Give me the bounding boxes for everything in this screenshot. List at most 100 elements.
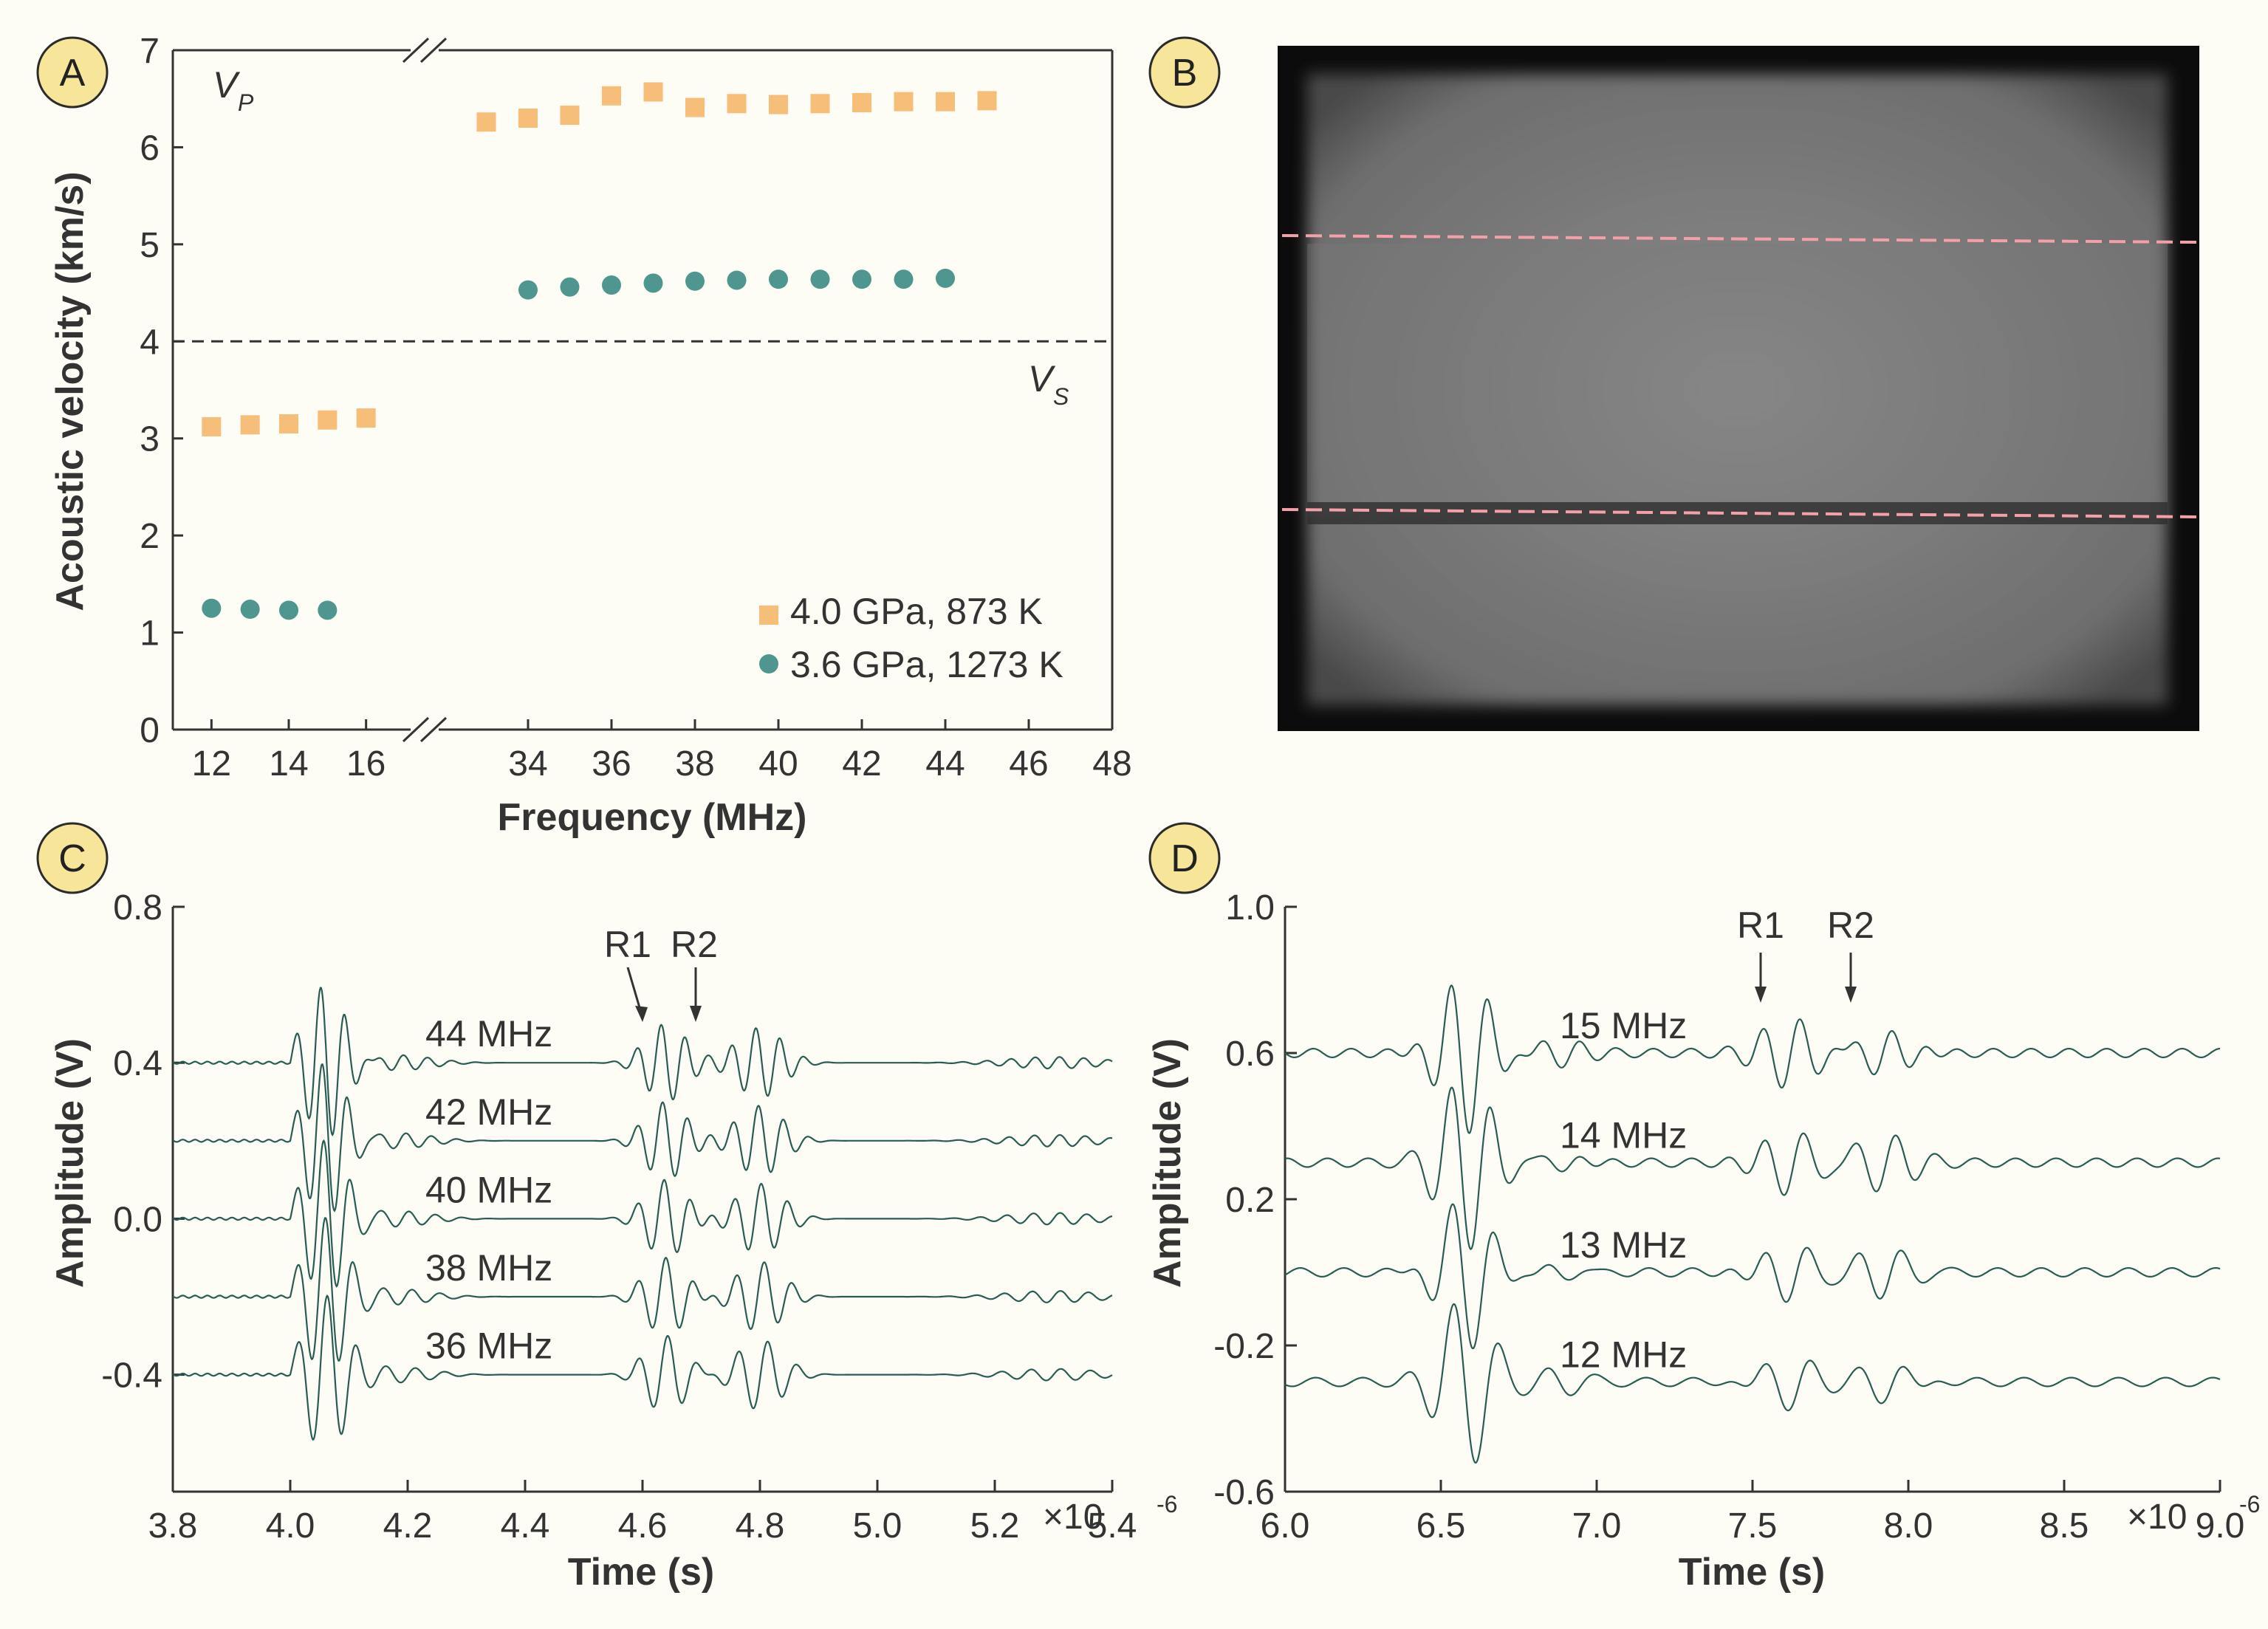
data-point-orange-square (685, 97, 705, 117)
panel-label-a: A (60, 52, 86, 95)
panel-a-xtick-label: 40 (758, 744, 798, 783)
waveform-label: 44 MHz (425, 1013, 552, 1054)
axis-break-mark-top-1 (402, 37, 430, 64)
axis-break-mark-bottom-1 (402, 716, 430, 743)
waveform-trace (1284, 984, 2220, 1134)
data-point-orange-square (852, 92, 871, 112)
data-point-orange-square (560, 106, 580, 126)
xtick-label: 3.8 (148, 1506, 198, 1546)
xtick-label: 8.5 (2040, 1506, 2089, 1546)
data-point-teal-circle (240, 600, 260, 620)
panel-d-ylabel: Amplitude (V) (1146, 1038, 1189, 1288)
data-point-teal-circle (810, 270, 830, 289)
upper-interface-dashed-line (1281, 234, 2199, 244)
data-point-teal-circle (852, 270, 871, 289)
panel-c-traces (172, 987, 1113, 1441)
data-point-orange-square (810, 94, 830, 114)
waveform-label: 38 MHz (425, 1247, 552, 1289)
legend-marker-teal-circle (759, 654, 778, 673)
panel-a-ytick-label: 7 (140, 32, 160, 71)
panel-d-x-multiplier: ×10 -6 (2127, 1491, 2260, 1537)
waveform-label: 13 MHz (1560, 1224, 1687, 1266)
waveform-trace (172, 1294, 1113, 1441)
data-point-teal-circle (936, 268, 955, 288)
panel-a-xlabel: Frequency (MHz) (498, 796, 807, 839)
panel-a-xtick-label: 16 (346, 744, 386, 783)
panel-badge-a (36, 36, 109, 109)
panel-c-x-multiplier: ×10 -6 (1043, 1491, 1177, 1537)
r2-arrowhead-d (1845, 987, 1857, 1003)
panel-c-reflection-markers: R1 R2 (604, 924, 718, 1022)
panel-badges: A B C D (36, 36, 1221, 894)
panel-badge-c (36, 822, 109, 894)
ytick-label: 0.0 (113, 1200, 162, 1239)
data-point-teal-circle (685, 271, 705, 291)
data-point-teal-circle (560, 277, 580, 297)
panel-d-traces (1284, 984, 2221, 1464)
x-multiplier-exp-d: -6 (2239, 1491, 2260, 1517)
panel-a-points (202, 82, 997, 620)
xtick-label: 6.0 (1261, 1506, 1310, 1546)
panel-a-ytick-label: 0 (140, 711, 160, 750)
axis-break-mark-top-2 (419, 37, 448, 64)
xtick-label: 4.0 (266, 1506, 315, 1546)
panel-c-xlabel: Time (s) (568, 1551, 714, 1594)
data-point-teal-circle (894, 270, 914, 289)
waveform-label: 15 MHz (1560, 1005, 1687, 1046)
data-point-orange-square (936, 92, 955, 112)
ytick-label: -0.2 (1213, 1327, 1275, 1366)
panel-c-axes: -0.4 0.0 0.4 0.8 3.8 4.0 4.2 4.4 4.6 4.8 5.0 5.2 5.4 (101, 888, 1137, 1546)
xtick-label: 4.8 (736, 1506, 785, 1546)
data-point-orange-square (318, 410, 338, 430)
xtick-label: 7.0 (1572, 1506, 1622, 1546)
ytick-label: 0.6 (1225, 1035, 1275, 1074)
r2-arrowhead-c (690, 1006, 702, 1022)
vs-label: V (1028, 358, 1056, 399)
vs-subscript: S (1053, 383, 1069, 410)
xtick-label: 4.2 (383, 1506, 433, 1546)
r1-label-d: R1 (1737, 905, 1784, 946)
panel-a-ylabel: Acoustic velocity (km/s) (49, 171, 92, 611)
data-point-orange-square (602, 86, 621, 106)
data-point-teal-circle (318, 600, 338, 620)
data-point-teal-circle (643, 273, 663, 293)
ytick-label: 0.4 (113, 1044, 162, 1083)
r1-arrowhead-c (635, 1006, 648, 1022)
waveform-trace (1284, 1086, 2221, 1250)
vp-subscript: P (238, 89, 254, 116)
data-point-teal-circle (279, 600, 298, 620)
r1-arrowhead-d (1755, 987, 1767, 1003)
data-point-teal-circle (727, 270, 747, 290)
panel-d-xlabel: Time (s) (1679, 1551, 1825, 1594)
panel-a-xtick-label: 48 (1092, 744, 1131, 783)
waveform-label: 40 MHz (425, 1169, 552, 1210)
vs-annotation: V S (1028, 358, 1069, 410)
x-multiplier-d: ×10 (2127, 1498, 2187, 1537)
panel-a-ytick-label: 5 (140, 226, 160, 265)
data-point-orange-square (769, 95, 788, 114)
data-point-orange-square (356, 408, 376, 428)
panel-a-ytick-label: 6 (140, 128, 160, 168)
xtick-label: 6.5 (1416, 1506, 1466, 1546)
data-point-teal-circle (602, 275, 621, 295)
specimen-image-field (1307, 74, 2168, 705)
x-multiplier-c: ×10 (1043, 1498, 1103, 1537)
panel-c-ylabel: Amplitude (V) (49, 1038, 92, 1288)
data-point-teal-circle (518, 280, 538, 300)
ytick-label: 0.8 (113, 888, 162, 927)
data-point-orange-square (643, 82, 663, 102)
ytick-label: -0.4 (101, 1357, 162, 1396)
data-point-orange-square (727, 94, 747, 114)
data-point-orange-square (476, 112, 496, 132)
xtick-label: 8.0 (1884, 1506, 1933, 1546)
waveform-trace (1284, 1203, 2221, 1350)
waveform-label: 42 MHz (425, 1091, 552, 1133)
r1-label-c: R1 (604, 924, 651, 965)
ytick-label: 1.0 (1225, 888, 1275, 927)
r2-label-d: R2 (1827, 905, 1874, 946)
panel-badge-d (1148, 822, 1221, 894)
panel-a-xtick-label: 38 (675, 744, 714, 783)
